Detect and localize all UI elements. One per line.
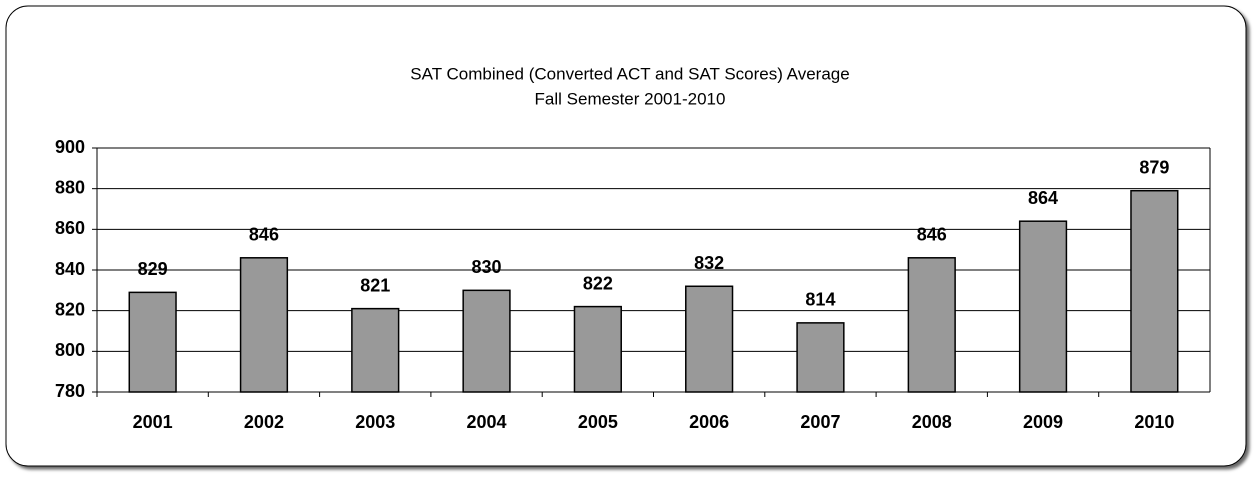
data-label: 832 <box>694 253 724 273</box>
bar <box>685 285 734 393</box>
bar <box>351 307 400 393</box>
x-tick-label: 2005 <box>578 412 618 432</box>
y-tick-label: 820 <box>55 299 85 319</box>
chart-subtitle: Fall Semester 2001-2010 <box>535 89 726 108</box>
data-label: 846 <box>917 225 947 245</box>
bar <box>1018 220 1068 393</box>
x-tick-label: 2009 <box>1023 412 1063 432</box>
data-label: 829 <box>138 259 168 279</box>
data-label: 830 <box>472 257 502 277</box>
bar <box>1130 189 1179 393</box>
y-tick-label: 800 <box>55 340 85 360</box>
data-label: 864 <box>1028 188 1058 208</box>
x-tick-label: 2004 <box>467 412 507 432</box>
data-label: 879 <box>1139 157 1169 177</box>
bar <box>573 305 622 393</box>
chart-title: SAT Combined (Converted ACT and SAT Scor… <box>410 64 849 83</box>
y-tick-label: 860 <box>55 218 85 238</box>
bar <box>239 257 289 393</box>
x-tick-label: 2007 <box>800 412 840 432</box>
bar <box>796 322 845 393</box>
x-tick-label: 2003 <box>355 412 395 432</box>
x-tick-label: 2006 <box>689 412 729 432</box>
y-tick-label: 880 <box>55 177 85 197</box>
data-label: 822 <box>583 273 613 293</box>
y-tick-label: 780 <box>55 381 85 401</box>
bar <box>907 257 956 393</box>
x-tick-label: 2001 <box>133 412 173 432</box>
data-label: 814 <box>805 290 835 310</box>
x-tick-label: 2002 <box>244 412 284 432</box>
data-label: 821 <box>360 275 390 295</box>
x-tick-label: 2008 <box>912 412 952 432</box>
data-label: 846 <box>249 225 279 245</box>
y-tick-label: 900 <box>55 137 85 157</box>
x-tick-label: 2010 <box>1134 412 1174 432</box>
bar <box>462 289 511 393</box>
bar <box>128 291 177 393</box>
y-tick-label: 840 <box>55 259 85 279</box>
